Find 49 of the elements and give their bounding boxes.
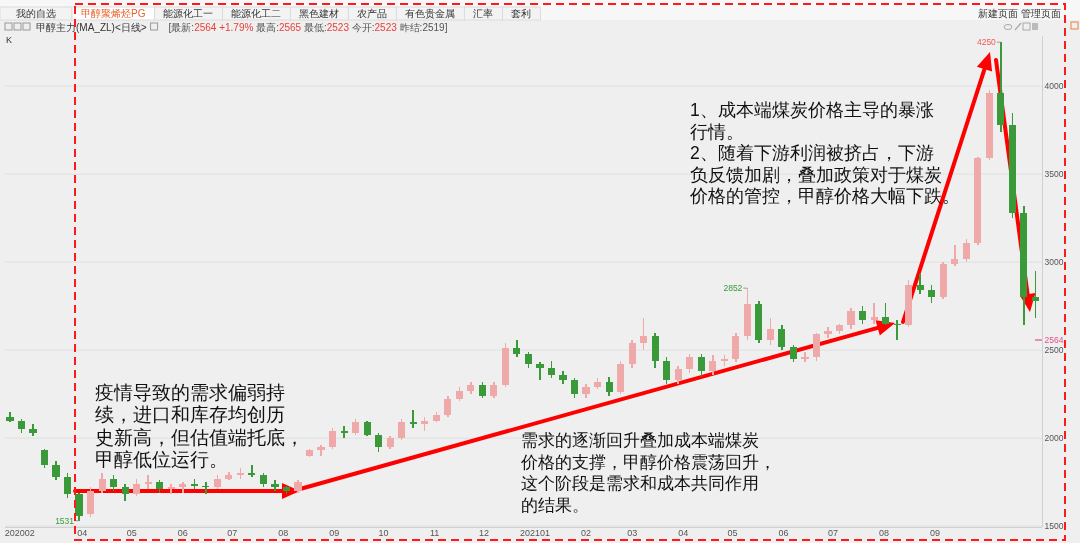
y-tick-label: 2500 (1044, 345, 1064, 356)
tab: 能源化工一 (153, 6, 223, 21)
tab: 我的自选 (0, 6, 73, 21)
x-tick-label: 07 (227, 528, 238, 538)
y-tick-label: 2000 (1044, 433, 1064, 444)
x-tick-label: 08 (278, 528, 289, 538)
x-tick-label: 09 (329, 528, 340, 538)
y-tick-label: 3500 (1044, 169, 1064, 180)
tab: 甲醇聚烯烃PG (71, 6, 155, 21)
x-tick-label: 05 (126, 528, 137, 538)
y-tick-label: 1500 (1044, 521, 1064, 532)
x-tick-label: 06 (778, 528, 789, 538)
y-tick-label: 4000 (1044, 81, 1064, 92)
value-note: 4250 (976, 37, 1002, 48)
x-tick-label: 06 (177, 528, 188, 538)
x-tick-label: 12 (478, 528, 489, 538)
value-note: 1531 (55, 515, 80, 526)
tab: 汇率 (463, 6, 503, 21)
annotation: 疫情导致的需求偏弱持续，进口和库存均创历史新高，但估值端托底，甲醇低位运行。 (95, 381, 305, 471)
tab: 套利 (501, 6, 541, 21)
tab: 黑色建材 (289, 6, 349, 21)
x-tick-label: 202101 (520, 528, 551, 538)
text: 管理页面 (1021, 8, 1061, 19)
x-tick-label: 08 (878, 528, 889, 538)
x-tick-label: 04 (678, 528, 689, 538)
chart-title: 甲醇主力(MA_ZL)<日线> (36, 22, 147, 33)
x-tick-label: 09 (930, 528, 941, 538)
x-tick-label: 02 (581, 528, 592, 538)
text: 新建页面 (978, 8, 1018, 19)
value-note: 2852 (723, 283, 748, 294)
annotation: 4250 (976, 37, 997, 48)
x-tick-label: 04 (77, 528, 88, 538)
annotation: 1531 (55, 515, 75, 526)
x-tick-label: 10 (378, 528, 389, 538)
x-tick-label: 05 (727, 528, 738, 538)
annotation: 1、成本端煤炭价格主导的暴涨行情。 (690, 100, 934, 142)
tab: 有色贵金属 (395, 6, 465, 21)
annotation: 2、随着下游利润被挤占，下游负反馈加剧，叠加政策对于煤炭价格的管控，甲醇价格大幅下跌。 (689, 143, 960, 207)
annotation: 需求的逐渐回升叠加成本端煤炭价格的支撑，甲醇价格震荡回升，这个阶段是需求和成本共同作用的结果。 (520, 431, 776, 516)
x-tick-label: 07 (827, 528, 838, 538)
x-tick-label: 202002 (4, 528, 35, 538)
tab: 能源化工二 (221, 6, 291, 21)
x-tick-label: 11 (429, 528, 440, 538)
y-tick-label: 3000 (1044, 257, 1064, 268)
x-tick-label: 03 (627, 528, 638, 538)
annotation: 2852 (723, 283, 743, 294)
tab: 农产品 (347, 6, 397, 21)
annotation: K (6, 35, 13, 45)
text: [最新:2564 +1.79% 最高:2565 最低:2523 今开:2523 昨结:2519] (168, 22, 448, 33)
